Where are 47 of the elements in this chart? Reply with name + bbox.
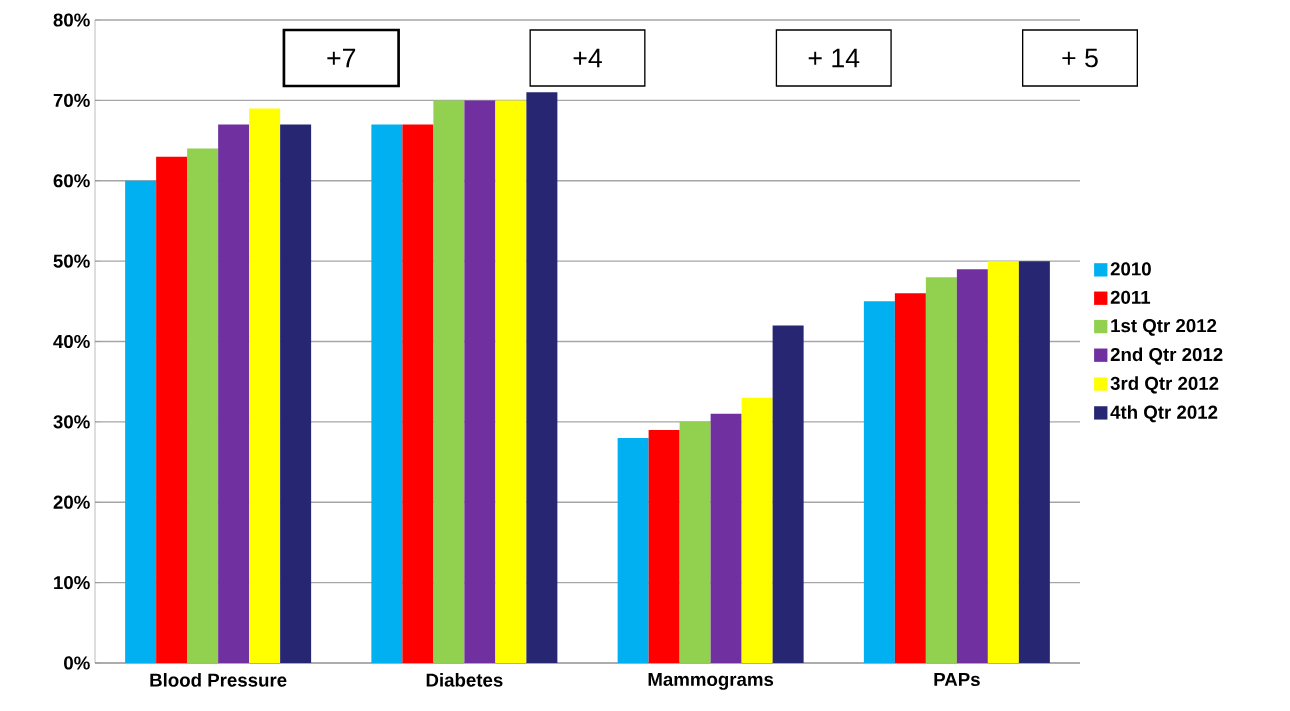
y-tick-label: 40% [53,334,90,349]
annotation: +4 [573,48,602,68]
y-tick-label: 50% [53,254,90,268]
legend-label: 1st Qtr 2012 [1111,319,1217,336]
legend-label: 3rd Qtr 2012 [1110,376,1219,394]
bar [433,100,465,663]
bar [371,124,403,663]
bar [1018,261,1050,663]
y-tick-label: 60% [53,174,90,188]
bar [648,429,680,663]
bar [925,277,957,663]
bar [156,156,188,663]
y-tick-label: 0% [64,656,90,670]
y-tick-label: 80% [53,13,90,27]
legend-label: 4th Qtr 2012 [1110,405,1218,423]
y-tick-label: 20% [53,495,90,509]
annotation: + 14 [808,48,860,68]
bar [402,124,434,663]
bar [187,148,219,663]
bar [679,421,711,663]
legend-label: 2011 [1110,290,1151,304]
x-tick-label: PAPs [934,673,980,687]
x-tick-label: Blood Pressure [150,673,287,687]
legend-label: 2nd Qtr 2012 [1110,347,1223,365]
y-tick-label: 70% [53,93,90,107]
y-tick-label: 10% [54,575,90,590]
x-tick-label: Diabetes [426,673,503,687]
bar [741,397,773,663]
x-tick-label: Mammograms [648,673,774,690]
bar [280,124,312,663]
bar [464,100,496,663]
bar [218,124,250,663]
legend-label: 2010 [1110,262,1151,276]
annotation: + 5 [1062,48,1098,68]
bar [710,413,742,663]
y-tick-label: 30% [53,415,90,429]
bar [772,325,804,663]
bar [249,108,281,663]
bar [894,293,926,663]
bar [987,261,1019,663]
bar [617,437,649,663]
bar [495,100,527,663]
bar [863,301,895,663]
annotation: +7 [327,48,356,68]
bar [956,269,988,663]
bar [526,92,558,663]
bar [125,180,157,663]
